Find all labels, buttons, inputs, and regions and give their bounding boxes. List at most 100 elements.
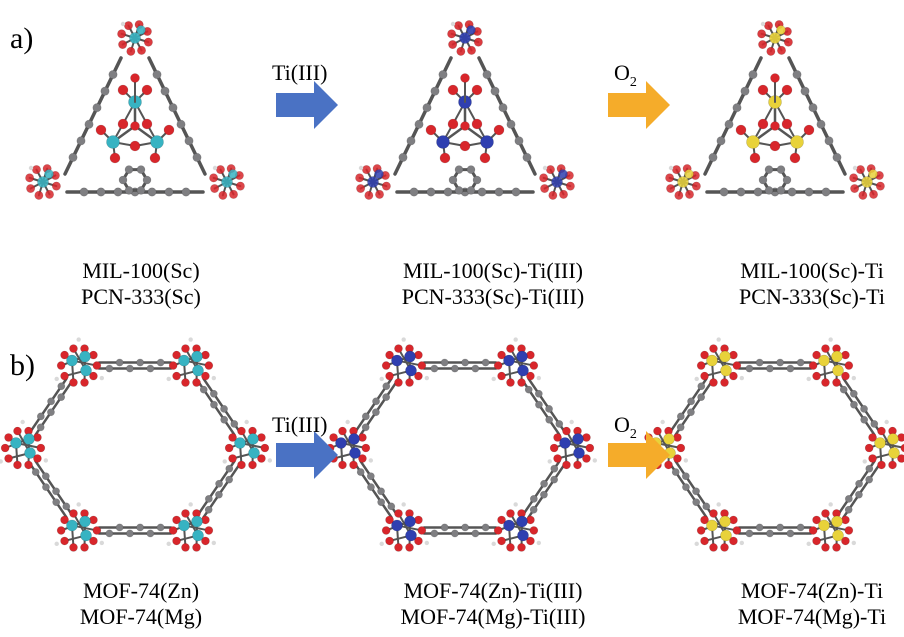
hydrogen-atom xyxy=(683,458,689,463)
metal-atom xyxy=(818,354,830,367)
oxygen-atom xyxy=(92,361,102,370)
oxygen-atom xyxy=(497,515,506,525)
carbon-atom xyxy=(855,490,863,499)
metal-atom xyxy=(831,515,843,528)
carbon-atom xyxy=(92,103,102,113)
metal-atom xyxy=(436,135,450,149)
oxygen-atom xyxy=(394,344,403,353)
carbon-atom xyxy=(461,358,470,367)
oxygen-atom xyxy=(26,184,36,194)
hydrogen-atom xyxy=(188,502,193,507)
metal-atom xyxy=(44,169,54,179)
carbon-atom xyxy=(755,523,764,532)
carbon-atom xyxy=(808,103,818,113)
oxygen-atom xyxy=(257,454,266,463)
arrow-ti-b: Ti(III) xyxy=(272,412,338,479)
oxygen-atom xyxy=(720,543,729,552)
oxygen-atom xyxy=(812,371,821,381)
oxygen-atom xyxy=(0,443,10,453)
carbon-atom xyxy=(382,393,391,402)
oxygen-atom xyxy=(757,29,767,39)
oxygen-atom xyxy=(674,190,684,200)
carbon-atom xyxy=(682,483,690,492)
carbon-atom xyxy=(230,420,239,428)
carbon-atom xyxy=(786,364,795,373)
oxygen-atom xyxy=(385,371,394,381)
oxygen-atom xyxy=(821,509,830,518)
oxygen-atom xyxy=(381,181,391,191)
panel-b-letter: b) xyxy=(10,349,35,382)
carbon-atom xyxy=(382,382,391,391)
metal-atom xyxy=(503,519,515,532)
metal-atom xyxy=(192,529,204,542)
oxygen-atom xyxy=(770,73,780,83)
carbon-atom xyxy=(676,412,685,421)
carbon-atom xyxy=(225,475,234,484)
carbon-atom xyxy=(225,464,234,473)
carbon-atom xyxy=(681,472,690,481)
metal-atom xyxy=(404,515,416,528)
arrow-o2-b-label: O2 xyxy=(614,412,637,442)
carbon-atom xyxy=(164,187,174,197)
carbon-atom xyxy=(398,152,408,162)
carbon-atom xyxy=(136,186,146,195)
hydrogen-atom xyxy=(694,376,699,382)
carbon-atom xyxy=(440,358,449,367)
hydrogen-atom xyxy=(379,541,384,547)
oxygen-atom xyxy=(117,29,127,39)
oxygen-atom xyxy=(181,378,190,387)
caption-b2-line2: MOF-74(Mg)-Ti(III) xyxy=(401,604,586,629)
oxygen-atom xyxy=(168,361,178,370)
carbon-atom xyxy=(796,523,805,532)
hydrogen-atom xyxy=(120,21,126,27)
caption-b1-line1: MOF-74(Zn) xyxy=(83,578,199,603)
metal-atom xyxy=(706,354,718,367)
metal-atom xyxy=(66,519,78,532)
carbon-atom xyxy=(745,529,754,538)
hydrogen-atom xyxy=(852,165,858,171)
carbon-atom xyxy=(787,187,797,197)
oxygen-atom xyxy=(338,426,347,436)
oxygen-atom xyxy=(192,543,201,552)
carbon-atom xyxy=(125,529,134,538)
carbon-atom xyxy=(514,136,524,146)
caption-a1-line1: MIL-100(Sc) xyxy=(82,258,199,283)
oxygen-atom xyxy=(141,118,153,130)
carbon-atom xyxy=(529,494,538,503)
carbon-atom xyxy=(115,523,124,532)
oxygen-atom xyxy=(812,350,821,360)
hydrogen-atom xyxy=(166,376,171,382)
carbon-atom xyxy=(115,358,124,367)
carbon-atom xyxy=(708,152,718,162)
carbon-atom xyxy=(422,103,432,113)
oxygen-atom xyxy=(60,515,69,525)
oxygen-atom xyxy=(248,460,257,470)
oxygen-atom xyxy=(385,536,394,546)
oxygen-atom xyxy=(394,509,403,518)
carbon-atom xyxy=(118,175,128,185)
oxygen-atom xyxy=(80,378,89,387)
structure-a1 xyxy=(25,20,245,200)
oxygen-atom xyxy=(218,190,228,200)
oxygen-atom xyxy=(497,350,506,360)
oxygen-atom xyxy=(808,361,818,370)
carbon-atom xyxy=(204,505,213,514)
oxygen-atom xyxy=(565,181,575,191)
carbon-atom xyxy=(753,187,763,197)
oxygen-atom xyxy=(808,526,818,535)
carbon-atom xyxy=(52,487,60,496)
oxygen-atom xyxy=(56,526,66,535)
oxygen-atom xyxy=(447,29,457,39)
hydrogen-atom xyxy=(0,459,3,464)
metal-atom xyxy=(349,447,361,459)
carbon-atom xyxy=(800,86,810,96)
oxygen-atom xyxy=(361,443,371,453)
carbon-atom xyxy=(719,187,729,197)
hydrogen-atom xyxy=(401,337,406,342)
hydrogen-atom xyxy=(828,337,833,342)
metal-atom xyxy=(480,135,494,149)
oxygen-atom xyxy=(51,181,61,191)
oxygen-atom xyxy=(506,509,515,518)
hydrogen-atom xyxy=(424,375,430,381)
metal-atom xyxy=(466,25,476,35)
